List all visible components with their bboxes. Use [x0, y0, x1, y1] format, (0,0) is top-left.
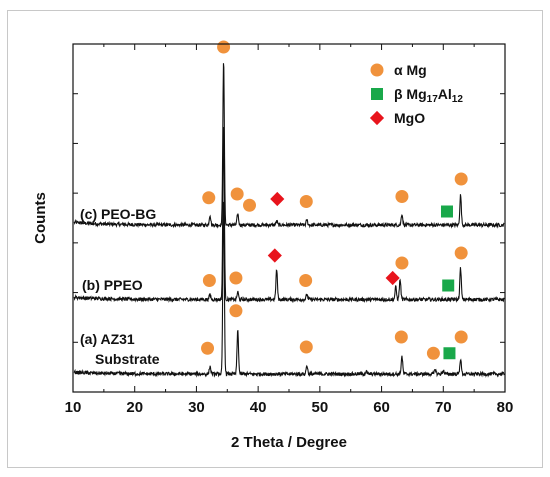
alpha-mg-marker: [229, 271, 243, 285]
x-tick-label: 20: [126, 399, 143, 416]
legend-beta-sub2: 12: [452, 94, 464, 105]
legend: α Mg β Mg17Al12 MgO: [369, 62, 463, 126]
alpha-mg-marker: [426, 346, 440, 360]
alpha-mg-marker: [299, 340, 313, 354]
series-label-c: (c) PEO-BG: [80, 206, 156, 222]
series-trace: [73, 126, 505, 304]
alpha-mg-marker: [202, 274, 216, 287]
series-trace: [73, 63, 505, 229]
figure-frame: [7, 10, 543, 468]
x-tick-label: 40: [250, 399, 267, 416]
series-traces: [73, 63, 505, 378]
legend-beta-prefix: β Mg: [394, 86, 427, 102]
beta-phase-marker: [442, 279, 455, 292]
legend-alpha-marker: [370, 63, 384, 77]
mgo-marker: [270, 191, 285, 207]
mgo-marker: [385, 270, 400, 286]
alpha-mg-marker: [395, 256, 409, 270]
alpha-mg-marker: [454, 330, 468, 344]
series-trace: [73, 201, 505, 378]
series-label-a-line1: (a) AZ31: [80, 331, 135, 347]
series-label-a-line2: Substrate: [95, 351, 160, 367]
beta-phase-marker: [440, 205, 453, 218]
series-label-b: (b) PPEO: [82, 277, 143, 293]
plot-border: [72, 43, 506, 393]
x-tick-label: 60: [373, 399, 390, 416]
alpha-mg-marker: [454, 172, 468, 186]
legend-beta-label: β Mg17Al12: [394, 86, 463, 105]
x-tick-label: 80: [497, 399, 514, 416]
alpha-mg-marker: [201, 341, 215, 355]
alpha-mg-marker: [454, 246, 468, 260]
mgo-marker: [267, 248, 282, 263]
alpha-mg-marker: [394, 330, 408, 344]
x-tick-label: 50: [312, 399, 329, 416]
alpha-mg-marker: [229, 304, 243, 318]
x-tick-label: 70: [435, 399, 452, 416]
beta-phase-marker: [443, 347, 456, 360]
legend-beta-sub1: 17: [427, 94, 439, 105]
alpha-mg-marker: [217, 40, 231, 54]
x-axis-title: 2 Theta / Degree: [231, 434, 347, 451]
alpha-mg-marker: [243, 198, 257, 212]
alpha-mg-marker: [202, 191, 216, 205]
x-tick-labels: 10 20 30 40 50 60 70 80: [65, 399, 514, 416]
y-axis-title: Counts: [32, 192, 49, 244]
alpha-mg-marker: [395, 190, 409, 203]
legend-alpha-label: α Mg: [394, 62, 427, 78]
x-tick-label: 30: [188, 399, 205, 416]
phase-markers: [201, 40, 468, 360]
alpha-mg-marker: [299, 274, 313, 287]
alpha-mg-marker: [299, 195, 313, 208]
legend-mgo-label: MgO: [394, 110, 425, 126]
x-tick-label: 10: [65, 399, 82, 416]
alpha-mg-marker: [230, 187, 244, 201]
legend-beta-mid: Al: [438, 86, 452, 102]
legend-beta-marker: [371, 88, 383, 100]
legend-mgo-marker: [369, 110, 385, 126]
